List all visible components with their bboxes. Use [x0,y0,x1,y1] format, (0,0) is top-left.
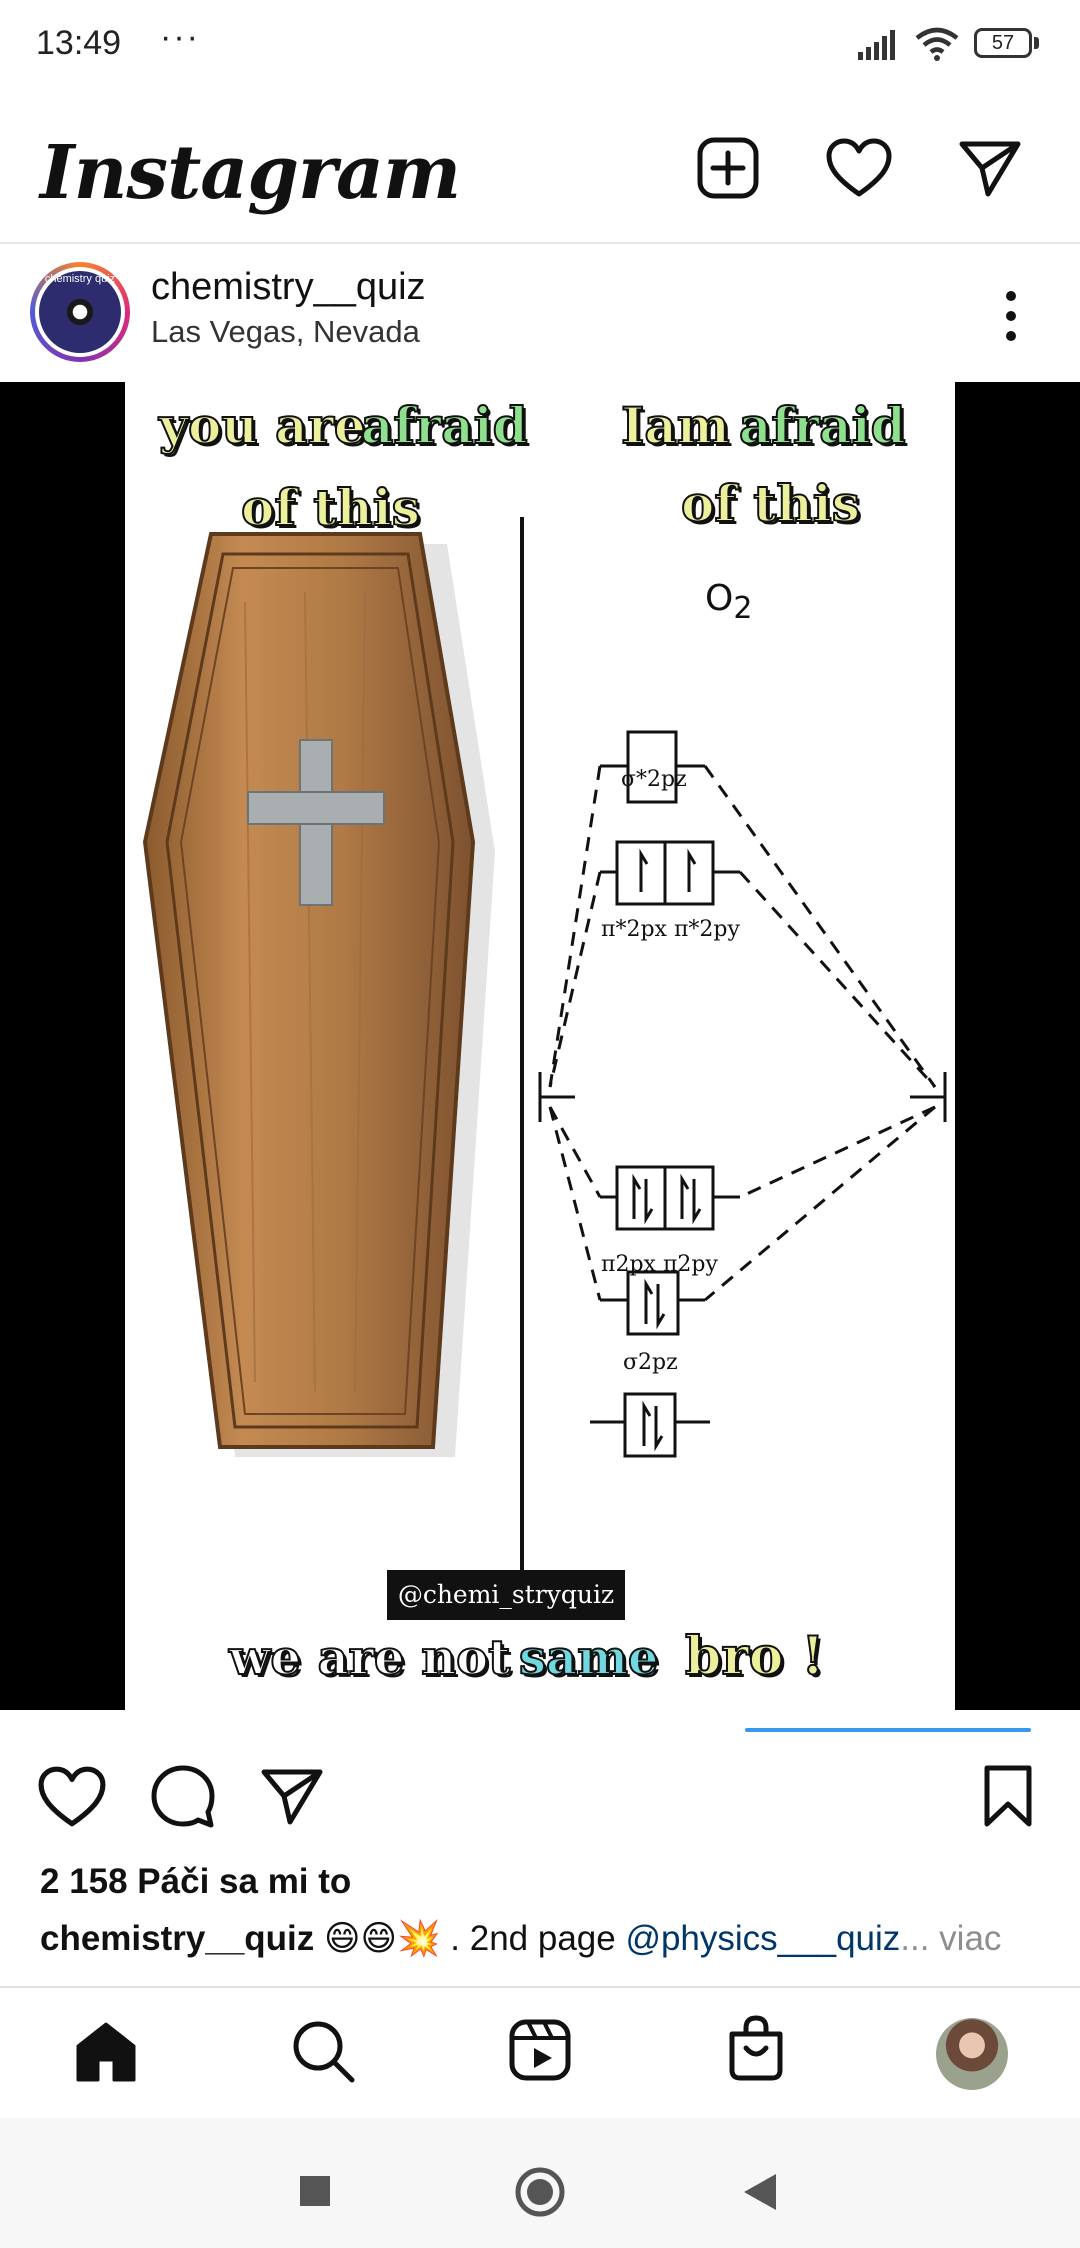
o2-subscript: 2 [733,591,753,627]
meme-bottom-text-2: same [518,1629,659,1687]
share-icon[interactable] [260,1766,324,1826]
post-caption: chemistry__quiz 😄😄💥 . 2nd page @physics_… [40,1918,1050,1959]
bottom-navigation [0,1986,1080,2120]
meme-image: you are afraid of this Iam afraid of thi… [125,382,955,1710]
search-icon[interactable] [290,2018,356,2084]
recent-apps-icon[interactable] [298,2174,332,2208]
mo-label-sigma-star: σ*2pz [621,767,687,792]
caption-mention[interactable]: @physics___quiz [625,1919,901,1958]
mo-label-sigma: σ2pz [623,1350,678,1375]
mo-diagram [538,730,947,1458]
mo-label-pi-star: π*2px π*2py [601,917,740,942]
battery-icon: 57 [974,28,1032,58]
meme-divider [520,517,524,1573]
post-username[interactable]: chemistry__quiz [151,266,426,308]
status-bar: 13:49 ··· 57 [0,0,1080,92]
system-navigation-bar [0,2118,1080,2248]
media-progress-line [745,1728,1031,1732]
meme-bottom-text-1: we are not [228,1629,511,1687]
meme-bottom-text-3: bro ! [684,1625,825,1688]
caption-username[interactable]: chemistry__quiz [40,1919,315,1958]
profile-avatar[interactable] [936,2018,1008,2090]
caption-more-link[interactable]: ... viac [900,1919,1002,1958]
shop-icon[interactable] [724,2014,788,2084]
comment-icon[interactable] [150,1764,216,1830]
battery-level: 57 [991,32,1015,54]
post-header: chemistry quiz chemistry__quiz Las Vegas… [0,244,1080,382]
avatar[interactable] [39,271,121,353]
reels-icon[interactable] [508,2018,572,2082]
meme-left-text-2: afraid [360,395,529,456]
avatar-text: chemistry quiz [44,273,116,285]
meme-left-text-3: of this [240,477,421,538]
direct-message-icon[interactable] [958,138,1022,198]
status-time: 13:49 [36,24,122,62]
post-actions [0,1740,1080,1850]
post-image[interactable]: you are afraid of this Iam afraid of thi… [0,382,1080,1710]
o2-label: O2 [705,578,752,626]
post-location[interactable]: Las Vegas, Nevada [151,314,420,349]
more-options-icon[interactable] [1000,288,1022,344]
meme-credit: @chemi_stryquiz [387,1570,625,1620]
back-icon[interactable] [742,2172,778,2212]
o2-symbol: O [705,578,734,619]
battery-tip [1034,37,1039,49]
instagram-logo[interactable]: Instagram [40,130,461,216]
status-dots: ··· [160,18,200,56]
mo-label-pi: π2px π2py [601,1252,718,1277]
heart-icon[interactable] [826,138,892,198]
signal-icon [858,30,895,60]
likes-count[interactable]: 2 158 Páči sa mi to [40,1862,352,1901]
home-icon[interactable] [74,2020,138,2084]
like-icon[interactable] [38,1766,106,1828]
coffin-illustration [142,532,495,1457]
caption-text: 😄😄💥 . 2nd page [314,1919,626,1958]
bookmark-icon[interactable] [982,1764,1034,1828]
meme-right-text-2: afraid [738,395,907,456]
meme-right-text-3: of this [680,473,861,534]
home-button-icon[interactable] [514,2166,566,2218]
meme-right-text-1: Iam [620,395,731,456]
new-post-icon[interactable] [696,136,760,200]
app-header: Instagram [0,92,1080,244]
meme-left-text-1: you are [158,395,367,456]
wifi-icon [915,27,959,61]
